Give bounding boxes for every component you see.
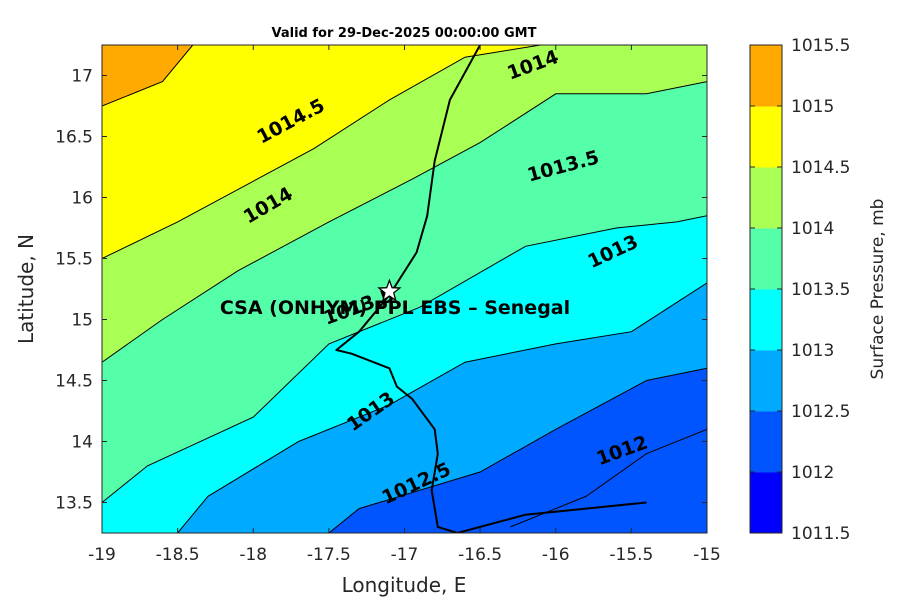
x-tick-label: -17.5	[307, 545, 351, 565]
x-tick-label: -15.5	[609, 545, 653, 565]
y-tick-label: 16.5	[55, 128, 93, 148]
colorbar-tick-label: 1015	[791, 97, 834, 117]
y-tick-label: 13.5	[55, 494, 93, 514]
x-tick-label: -16.5	[458, 545, 502, 565]
colorbar-tick-label: 1015.5	[791, 36, 850, 56]
x-axis-label: Longitude, E	[342, 573, 467, 597]
colorbar-swatch-1015	[750, 45, 782, 107]
x-tick-label: -18	[239, 545, 267, 565]
colorbar-swatch-1014	[750, 167, 782, 229]
coastline	[335, 45, 647, 533]
plot-area	[102, 45, 707, 533]
colorbar-tick-label: 1012.5	[791, 402, 850, 422]
y-tick-label: 14.5	[55, 372, 93, 392]
colorbar-swatch-1014.5	[750, 106, 782, 168]
isobar-1014.5	[102, 45, 541, 259]
y-tick-label: 15	[71, 311, 93, 331]
colorbar: 1011.5 1012 1012.5 1013 1013.5 1014 1014.5 1015…	[750, 36, 850, 544]
isobar-1013	[177, 282, 707, 533]
station-star-icon	[377, 278, 402, 302]
y-axis-label: Latitude, N	[14, 234, 38, 344]
band-1015	[102, 45, 269, 106]
colorbar-label: Surface Pressure, mb	[868, 199, 888, 380]
colorbar-swatch-1012	[750, 411, 782, 473]
station-marker	[377, 278, 402, 302]
x-tick-label: -19	[88, 545, 116, 565]
isobar-1013.5	[102, 215, 707, 503]
colorbar-tick-label: 1011.5	[791, 524, 850, 544]
colorbar-tick-label: 1014.5	[791, 158, 850, 178]
band-1014.5	[102, 45, 617, 259]
gambia-river-line	[457, 501, 647, 533]
colorbar-tick-label: 1012	[791, 463, 834, 483]
colorbar-tick-label: 1014	[791, 219, 834, 239]
isobar-1012.5	[328, 367, 707, 533]
colorbar-frame	[749, 44, 783, 534]
colorbar-swatch-1013.5	[750, 228, 782, 290]
colorbar-swatch-1012.5	[750, 350, 782, 412]
colorbar-swatch-1013	[750, 289, 782, 351]
y-axis-ticks: 13.5 14 14.5 15 15.5 16 16.5 17	[55, 67, 707, 514]
pressure-bands	[102, 45, 707, 533]
y-tick-label: 15.5	[55, 250, 93, 270]
y-tick-label: 17	[71, 67, 93, 87]
x-tick-label: -16	[542, 545, 570, 565]
y-tick-label: 16	[71, 189, 93, 209]
coastline-line	[335, 45, 481, 533]
colorbar-tick-label: 1013	[791, 341, 834, 361]
chart-title: Valid for 29-Dec-2025 00:00:00 GMT	[272, 26, 537, 41]
isobar-1015	[102, 45, 194, 107]
station-label: CSA (ONHYM) PPL EBS – Senegal	[220, 297, 570, 319]
x-axis-ticks: -19 -18.5 -18 -17.5 -17 -16.5 -16 -15.5 -15	[88, 45, 721, 565]
y-tick-label: 14	[71, 433, 93, 453]
x-tick-label: -17	[391, 545, 419, 565]
x-tick-label: -18.5	[156, 545, 200, 565]
x-tick-label: -15	[693, 545, 721, 565]
colorbar-swatch-1011.5	[750, 472, 782, 534]
colorbar-tick-label: 1013.5	[791, 280, 850, 300]
isobar-1014	[102, 81, 707, 363]
